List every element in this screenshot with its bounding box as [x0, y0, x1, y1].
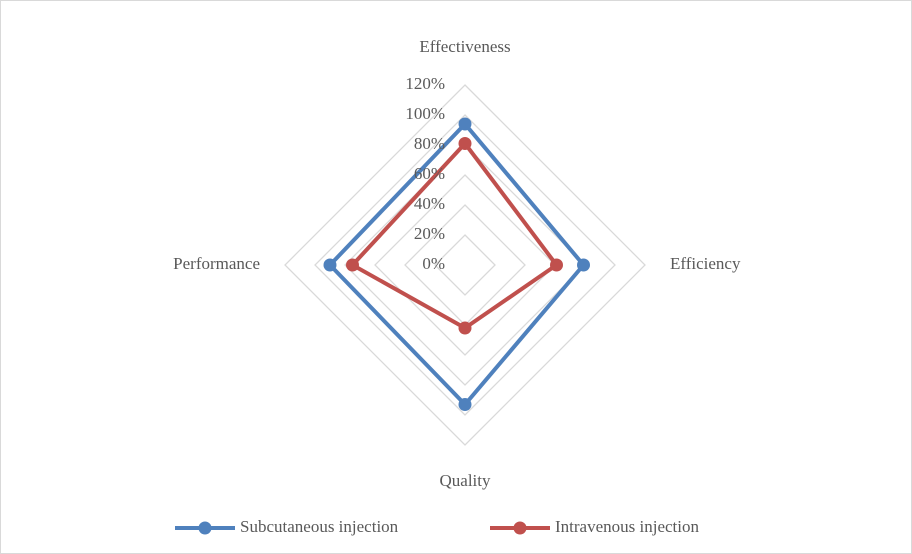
data-point: [458, 137, 472, 150]
category-label: Efficiency: [670, 254, 741, 273]
grid-ring: [284, 84, 646, 446]
legend-label: Subcutaneous injection: [240, 517, 399, 536]
legend-marker: [513, 521, 527, 535]
legend-marker: [198, 521, 212, 535]
category-label: Effectiveness: [419, 37, 510, 56]
data-point: [458, 398, 472, 411]
data-point: [458, 117, 472, 131]
tick-label: 100%: [405, 104, 445, 123]
tick-label: 20%: [414, 224, 445, 243]
tick-label: 0%: [422, 254, 445, 273]
category-label: Performance: [173, 254, 260, 273]
data-point: [550, 258, 563, 272]
data-point: [346, 258, 359, 272]
tick-label: 40%: [414, 194, 445, 213]
tick-label: 120%: [405, 74, 445, 93]
data-point: [323, 258, 337, 272]
grid-ring: [314, 114, 616, 416]
grid-ring: [434, 234, 496, 296]
legend-label: Intravenous injection: [555, 517, 699, 536]
tick-label: 60%: [414, 164, 445, 183]
data-point: [458, 321, 472, 335]
data-point: [577, 258, 590, 272]
grid-ring: [344, 144, 586, 386]
grid-ring: [374, 174, 556, 356]
category-label: Quality: [440, 471, 491, 490]
tick-label: 80%: [414, 134, 445, 153]
